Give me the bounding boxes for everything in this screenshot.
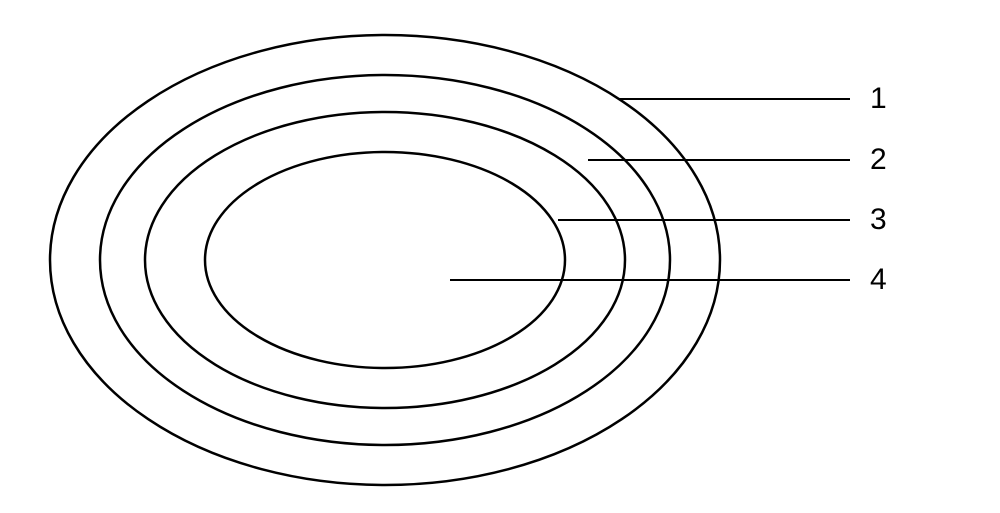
label-1: 1 [870,82,887,115]
ellipse-2 [100,75,670,445]
ellipse-3 [145,112,625,408]
ellipse-1 [50,35,720,485]
label-2: 2 [870,143,887,176]
concentric-ellipse-diagram: 1 2 3 4 [0,0,1000,513]
label-3: 3 [870,203,887,236]
diagram-svg: 1 2 3 4 [0,0,1000,513]
label-4: 4 [870,263,887,296]
ellipse-4 [205,152,565,368]
